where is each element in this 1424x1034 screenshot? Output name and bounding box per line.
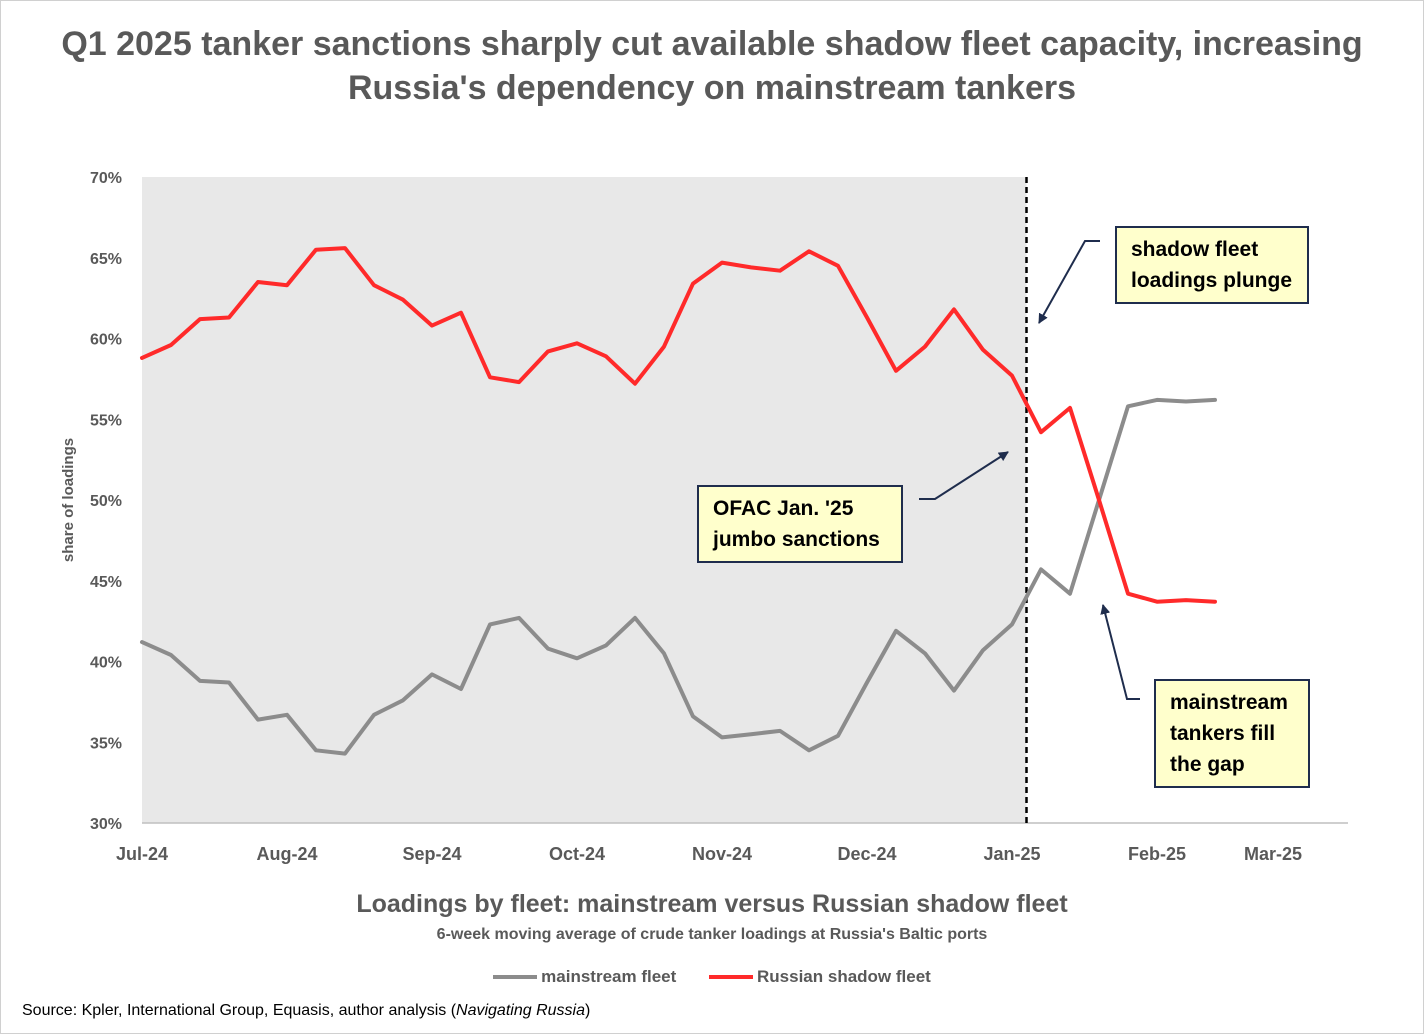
x-tick-label: Aug-24: [256, 844, 317, 864]
legend-swatch-shadow: [709, 975, 754, 979]
x-tick-label: Nov-24: [692, 844, 752, 864]
x-tick-label: Mar-25: [1244, 844, 1302, 864]
y-tick-label: 55%: [90, 412, 122, 429]
y-tick-label: 60%: [90, 332, 122, 349]
source-note: Source: Kpler, International Group, Equa…: [22, 1002, 590, 1020]
y-tick-label: 30%: [90, 816, 122, 833]
ofac-sanctions-callout: OFAC Jan. '25 jumbo sanctions: [697, 485, 903, 563]
shadow-callout-arrow: [1038, 240, 1100, 324]
legend: mainstream fleet Russian shadow fleet: [0, 964, 1424, 987]
y-tick-label: 70%: [90, 170, 122, 187]
shadow-fleet-callout: shadow fleet loadings plunge: [1115, 226, 1309, 304]
y-tick-label: 50%: [90, 493, 122, 510]
y-tick-label: 65%: [90, 251, 122, 268]
y-axis-label: share of loadings: [60, 438, 77, 562]
source-suffix: ): [584, 1002, 591, 1019]
mainstream-callout-arrow: [1100, 604, 1140, 700]
ofac-callout-arrow: [919, 451, 1009, 500]
legend-label-mainstream: mainstream fleet: [541, 967, 677, 986]
y-tick-label: 40%: [90, 655, 122, 672]
source-text: Source: Kpler, International Group, Equa…: [22, 1002, 457, 1019]
legend-item-shadow: Russian shadow fleet: [709, 967, 931, 987]
y-tick-label: 35%: [90, 735, 122, 752]
series-line-mainstream: [140, 397, 1217, 756]
legend-item-mainstream: mainstream fleet: [493, 967, 676, 987]
x-tick-label: Jul-24: [116, 844, 168, 864]
x-tick-label: Dec-24: [837, 844, 896, 864]
x-tick-label: Feb-25: [1128, 844, 1186, 864]
x-tick-label: Jan-25: [983, 844, 1040, 864]
legend-label-shadow: Russian shadow fleet: [757, 967, 931, 986]
y-tick-label: 45%: [90, 574, 122, 591]
x-tick-label: Sep-24: [402, 844, 461, 864]
chart-description: 6-week moving average of crude tanker lo…: [436, 926, 988, 943]
series-line-shadow: [140, 246, 1217, 604]
chart-subtitle: Loadings by fleet: mainstream versus Rus…: [356, 890, 1068, 918]
source-italic: Navigating Russia: [456, 1002, 585, 1019]
x-tick-label: Oct-24: [549, 844, 605, 864]
chart-title: Q1 2025 tanker sanctions sharply cut ava…: [61, 25, 1363, 107]
legend-swatch-mainstream: [493, 975, 538, 979]
mainstream-tankers-callout: mainstream tankers fill the gap: [1154, 679, 1310, 788]
